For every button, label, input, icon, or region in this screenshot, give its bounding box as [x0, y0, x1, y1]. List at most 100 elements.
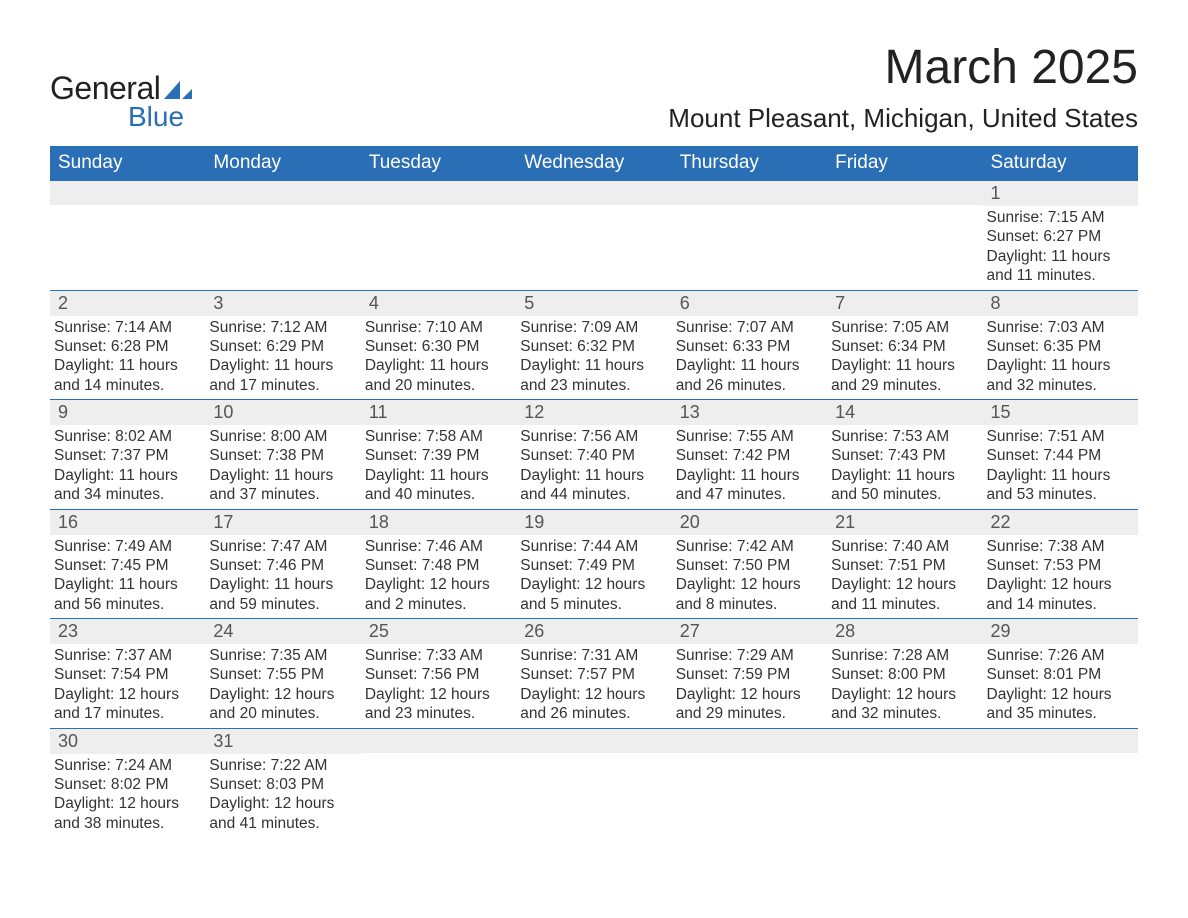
day-details: Sunrise: 7:05 AMSunset: 6:34 PMDaylight:…	[827, 316, 982, 400]
sunset-line: Sunset: 6:29 PM	[209, 337, 356, 356]
sunrise-label: Sunrise:	[365, 428, 426, 445]
daylight-label: Daylight:	[365, 467, 430, 484]
calendar-cell: 24Sunrise: 7:35 AMSunset: 7:55 PMDayligh…	[205, 619, 360, 729]
sunrise-line: Sunrise: 7:03 AM	[987, 318, 1134, 337]
calendar-cell	[205, 181, 360, 291]
daylight-label: Daylight:	[987, 357, 1052, 374]
sunrise-value: 7:49 AM	[115, 538, 172, 555]
sunset-line: Sunset: 7:38 PM	[209, 446, 356, 465]
sunset-line: Sunset: 7:43 PM	[831, 446, 978, 465]
sunrise-value: 7:35 AM	[271, 647, 328, 664]
daylight-line: Daylight: 11 hours and 26 minutes.	[676, 356, 823, 395]
sunset-label: Sunset:	[831, 338, 888, 355]
sunrise-line: Sunrise: 7:44 AM	[520, 537, 667, 556]
empty-day-header	[827, 181, 982, 205]
sunrise-label: Sunrise:	[54, 428, 115, 445]
day-details: Sunrise: 7:51 AMSunset: 7:44 PMDaylight:…	[983, 425, 1138, 509]
daylight-line: Daylight: 11 hours and 53 minutes.	[987, 466, 1134, 505]
sunset-label: Sunset:	[365, 447, 422, 464]
sunset-value: 7:50 PM	[733, 557, 791, 574]
calendar-week: 9Sunrise: 8:02 AMSunset: 7:37 PMDaylight…	[50, 400, 1138, 510]
calendar-cell	[516, 728, 671, 837]
sunset-value: 7:39 PM	[422, 447, 480, 464]
sunrise-value: 7:05 AM	[892, 319, 949, 336]
sunrise-label: Sunrise:	[209, 428, 270, 445]
day-header: Tuesday	[361, 146, 516, 181]
sunset-line: Sunset: 7:42 PM	[676, 446, 823, 465]
day-number: 17	[205, 510, 360, 535]
daylight-label: Daylight:	[987, 467, 1052, 484]
calendar-cell: 14Sunrise: 7:53 AMSunset: 7:43 PMDayligh…	[827, 400, 982, 510]
sunset-line: Sunset: 6:27 PM	[987, 227, 1134, 246]
empty-day-header	[672, 181, 827, 205]
sunrise-line: Sunrise: 7:42 AM	[676, 537, 823, 556]
sunrise-label: Sunrise:	[987, 209, 1048, 226]
sunset-line: Sunset: 7:54 PM	[54, 665, 201, 684]
sunset-value: 8:01 PM	[1043, 666, 1101, 683]
sunrise-value: 7:40 AM	[892, 538, 949, 555]
daylight-line: Daylight: 11 hours and 11 minutes.	[987, 247, 1134, 286]
sunrise-label: Sunrise:	[209, 319, 270, 336]
sunrise-line: Sunrise: 7:53 AM	[831, 427, 978, 446]
sunrise-value: 7:24 AM	[115, 757, 172, 774]
sunset-value: 7:43 PM	[888, 447, 946, 464]
day-number: 10	[205, 400, 360, 425]
header: General Blue March 2025 Mount Pleasant, …	[50, 40, 1138, 134]
sunrise-line: Sunrise: 7:09 AM	[520, 318, 667, 337]
sunset-label: Sunset:	[54, 776, 111, 793]
daylight-line: Daylight: 11 hours and 47 minutes.	[676, 466, 823, 505]
day-details: Sunrise: 7:14 AMSunset: 6:28 PMDaylight:…	[50, 316, 205, 400]
sunrise-value: 7:28 AM	[892, 647, 949, 664]
daylight-line: Daylight: 12 hours and 5 minutes.	[520, 575, 667, 614]
sunset-line: Sunset: 7:39 PM	[365, 446, 512, 465]
sunset-line: Sunset: 7:55 PM	[209, 665, 356, 684]
sunset-line: Sunset: 7:48 PM	[365, 556, 512, 575]
calendar-cell	[361, 181, 516, 291]
sunrise-line: Sunrise: 7:40 AM	[831, 537, 978, 556]
sunrise-label: Sunrise:	[365, 647, 426, 664]
daylight-label: Daylight:	[987, 248, 1052, 265]
calendar-cell: 18Sunrise: 7:46 AMSunset: 7:48 PMDayligh…	[361, 509, 516, 619]
sunset-value: 6:30 PM	[422, 338, 480, 355]
calendar-header-row: SundayMondayTuesdayWednesdayThursdayFrid…	[50, 146, 1138, 181]
sunrise-line: Sunrise: 7:24 AM	[54, 756, 201, 775]
day-number: 24	[205, 619, 360, 644]
day-details: Sunrise: 8:00 AMSunset: 7:38 PMDaylight:…	[205, 425, 360, 509]
sunset-label: Sunset:	[365, 666, 422, 683]
daylight-line: Daylight: 12 hours and 41 minutes.	[209, 794, 356, 833]
calendar-cell: 3Sunrise: 7:12 AMSunset: 6:29 PMDaylight…	[205, 290, 360, 400]
sunset-line: Sunset: 8:01 PM	[987, 665, 1134, 684]
daylight-label: Daylight:	[831, 467, 896, 484]
logo-sail-icon	[164, 81, 192, 99]
sunset-line: Sunset: 7:56 PM	[365, 665, 512, 684]
sunset-label: Sunset:	[831, 557, 888, 574]
sunset-label: Sunset:	[987, 228, 1044, 245]
daylight-label: Daylight:	[520, 686, 585, 703]
daylight-line: Daylight: 11 hours and 50 minutes.	[831, 466, 978, 505]
sunset-value: 6:34 PM	[888, 338, 946, 355]
sunrise-value: 7:42 AM	[737, 538, 794, 555]
sunrise-label: Sunrise:	[209, 647, 270, 664]
sunset-label: Sunset:	[520, 557, 577, 574]
sunrise-line: Sunrise: 8:00 AM	[209, 427, 356, 446]
day-number: 18	[361, 510, 516, 535]
day-number: 26	[516, 619, 671, 644]
sunrise-label: Sunrise:	[676, 428, 737, 445]
sunrise-label: Sunrise:	[365, 538, 426, 555]
sunset-label: Sunset:	[520, 338, 577, 355]
sunset-value: 7:37 PM	[111, 447, 169, 464]
sunset-value: 8:00 PM	[888, 666, 946, 683]
sunrise-value: 7:31 AM	[581, 647, 638, 664]
sunrise-value: 7:22 AM	[271, 757, 328, 774]
calendar-cell: 22Sunrise: 7:38 AMSunset: 7:53 PMDayligh…	[983, 509, 1138, 619]
day-details: Sunrise: 7:56 AMSunset: 7:40 PMDaylight:…	[516, 425, 671, 509]
calendar-week: 2Sunrise: 7:14 AMSunset: 6:28 PMDaylight…	[50, 290, 1138, 400]
sunrise-line: Sunrise: 7:29 AM	[676, 646, 823, 665]
day-header: Saturday	[983, 146, 1138, 181]
day-number: 2	[50, 291, 205, 316]
daylight-label: Daylight:	[54, 576, 119, 593]
sunrise-label: Sunrise:	[831, 538, 892, 555]
day-details: Sunrise: 7:07 AMSunset: 6:33 PMDaylight:…	[672, 316, 827, 400]
sunrise-line: Sunrise: 7:47 AM	[209, 537, 356, 556]
sunset-line: Sunset: 6:32 PM	[520, 337, 667, 356]
